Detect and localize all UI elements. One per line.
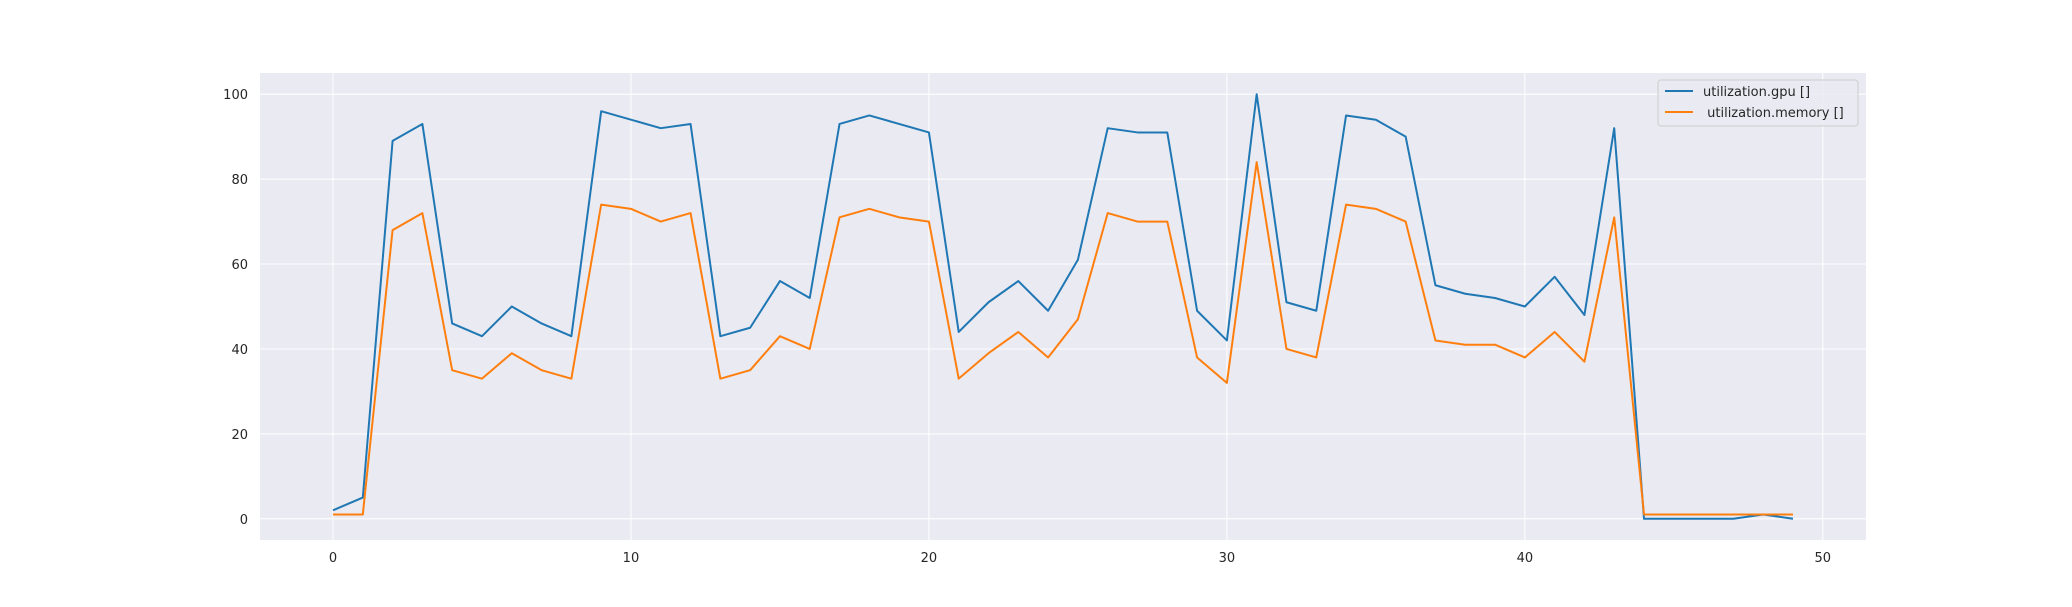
x-tick-label: 10 — [623, 551, 640, 566]
series-line-memory — [333, 161, 1793, 516]
x-tick-label: 30 — [1219, 551, 1236, 566]
y-tick-label: 20 — [231, 428, 248, 443]
x-tick-label: 0 — [329, 551, 337, 566]
plot-background — [260, 73, 1866, 540]
x-tick-label: 40 — [1517, 551, 1534, 566]
legend-label-gpu: utilization.gpu [] — [1703, 85, 1810, 100]
x-tick-label: 20 — [921, 551, 938, 566]
y-axis-ticks: 0 20 40 60 80 100 — [223, 88, 248, 528]
y-tick-label: 100 — [223, 88, 248, 103]
series-lines — [332, 93, 1794, 520]
legend-label-memory: utilization.memory [] — [1703, 106, 1844, 121]
y-tick-label: 0 — [240, 513, 248, 528]
legend-box — [1657, 79, 1859, 127]
y-tick-label: 60 — [231, 258, 248, 273]
y-tick-label: 40 — [231, 343, 248, 358]
x-axis-ticks: 0 10 20 30 40 50 — [329, 551, 1831, 566]
series-line-gpu — [332, 93, 1794, 520]
legend: utilization.gpu [] utilization.memory [] — [1657, 79, 1859, 127]
gridlines — [260, 73, 1866, 540]
y-tick-label: 80 — [231, 173, 248, 188]
x-tick-label: 50 — [1815, 551, 1832, 566]
